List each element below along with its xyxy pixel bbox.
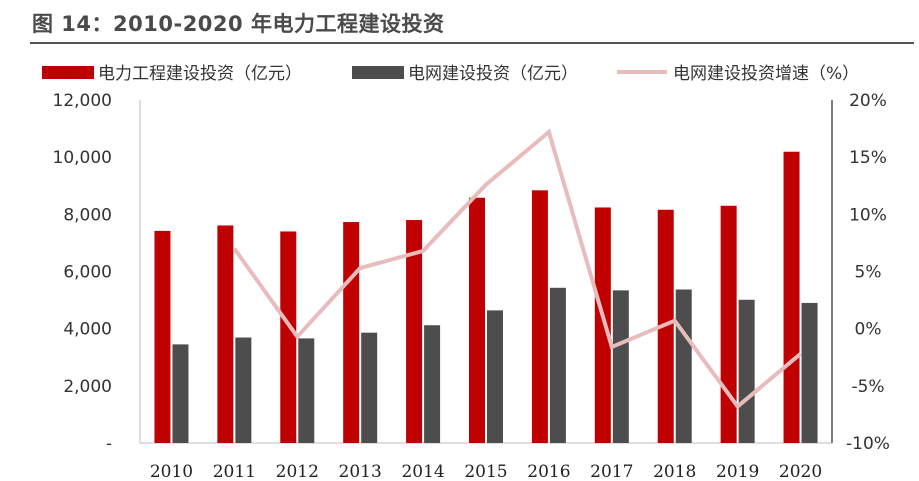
bar-power-investment [783, 151, 800, 443]
y-right-tick-label: -5% [851, 377, 884, 397]
x-tick-label: 2014 [401, 462, 444, 481]
y-right-tick-label: -10% [846, 434, 890, 454]
bar-power-investment [531, 190, 548, 443]
x-tick-label: 2018 [653, 462, 696, 481]
y-left-tick-label: 12,000 [53, 91, 112, 111]
x-tick-label: 2020 [779, 462, 822, 481]
legend-label-3: 电网建设投资增速（%） [673, 64, 859, 84]
axes: - 2,000 4,000 6,000 8,000 10,000 12,000 -10% -5%… [53, 91, 890, 481]
bar-grid-investment [612, 290, 629, 443]
bar-grid-investment [487, 310, 503, 443]
lines [232, 128, 802, 410]
figure-title: 图 14：2010-2020 年电力工程建设投资 [32, 12, 445, 36]
title-divider [30, 42, 914, 44]
bar-grid-investment [235, 337, 252, 443]
bar-grid-investment [675, 289, 692, 443]
y-right-tick-label: 15% [849, 148, 887, 168]
bar-grid-investment [298, 338, 315, 443]
x-tick-label: 2011 [213, 462, 256, 481]
bar-power-investment [594, 207, 611, 443]
y-left-tick-label: 2,000 [63, 377, 112, 397]
bar-power-investment [217, 225, 234, 443]
bar-power-investment [720, 205, 737, 443]
legend-swatch-1 [42, 66, 94, 79]
y-right-tick-label: 10% [849, 205, 887, 225]
y-left-tick-label: 8,000 [63, 205, 112, 225]
y-left-tick-label: - [106, 434, 112, 454]
bar-grid-investment [549, 287, 566, 443]
bar-power-investment [280, 231, 297, 443]
bar-grid-investment [424, 325, 441, 443]
bar-power-investment [406, 220, 423, 443]
bar-power-investment [469, 197, 485, 443]
x-tick-label: 2010 [150, 462, 193, 481]
bar-power-investment [343, 222, 360, 443]
bar-power-investment [154, 230, 171, 443]
line-grid-growth [232, 128, 802, 410]
bars [154, 151, 818, 443]
x-tick-label: 2013 [339, 462, 382, 481]
y-right-tick-label: 0% [855, 320, 882, 340]
bar-grid-investment [738, 299, 755, 443]
x-tick-label: 2017 [590, 462, 633, 481]
x-tick-label: 2012 [276, 462, 319, 481]
bar-grid-investment [361, 332, 378, 443]
x-tick-label: 2015 [464, 462, 507, 481]
legend: 电力工程建设投资（亿元） 电网建设投资（亿元） 电网建设投资增速（%） [42, 64, 859, 84]
y-left-tick-label: 10,000 [53, 148, 112, 168]
x-tick-label: 2019 [716, 462, 759, 481]
legend-label-2: 电网建设投资（亿元） [408, 64, 578, 84]
bar-grid-investment [172, 344, 189, 443]
y-right-tick-label: 20% [849, 91, 887, 111]
legend-label-1: 电力工程建设投资（亿元） [98, 64, 302, 84]
y-left-tick-label: 6,000 [63, 263, 112, 283]
y-left-tick-label: 4,000 [63, 320, 112, 340]
legend-swatch-2 [352, 66, 404, 79]
y-right-tick-label: 5% [855, 263, 882, 283]
bar-grid-investment [801, 302, 818, 443]
x-tick-label: 2016 [527, 462, 570, 481]
